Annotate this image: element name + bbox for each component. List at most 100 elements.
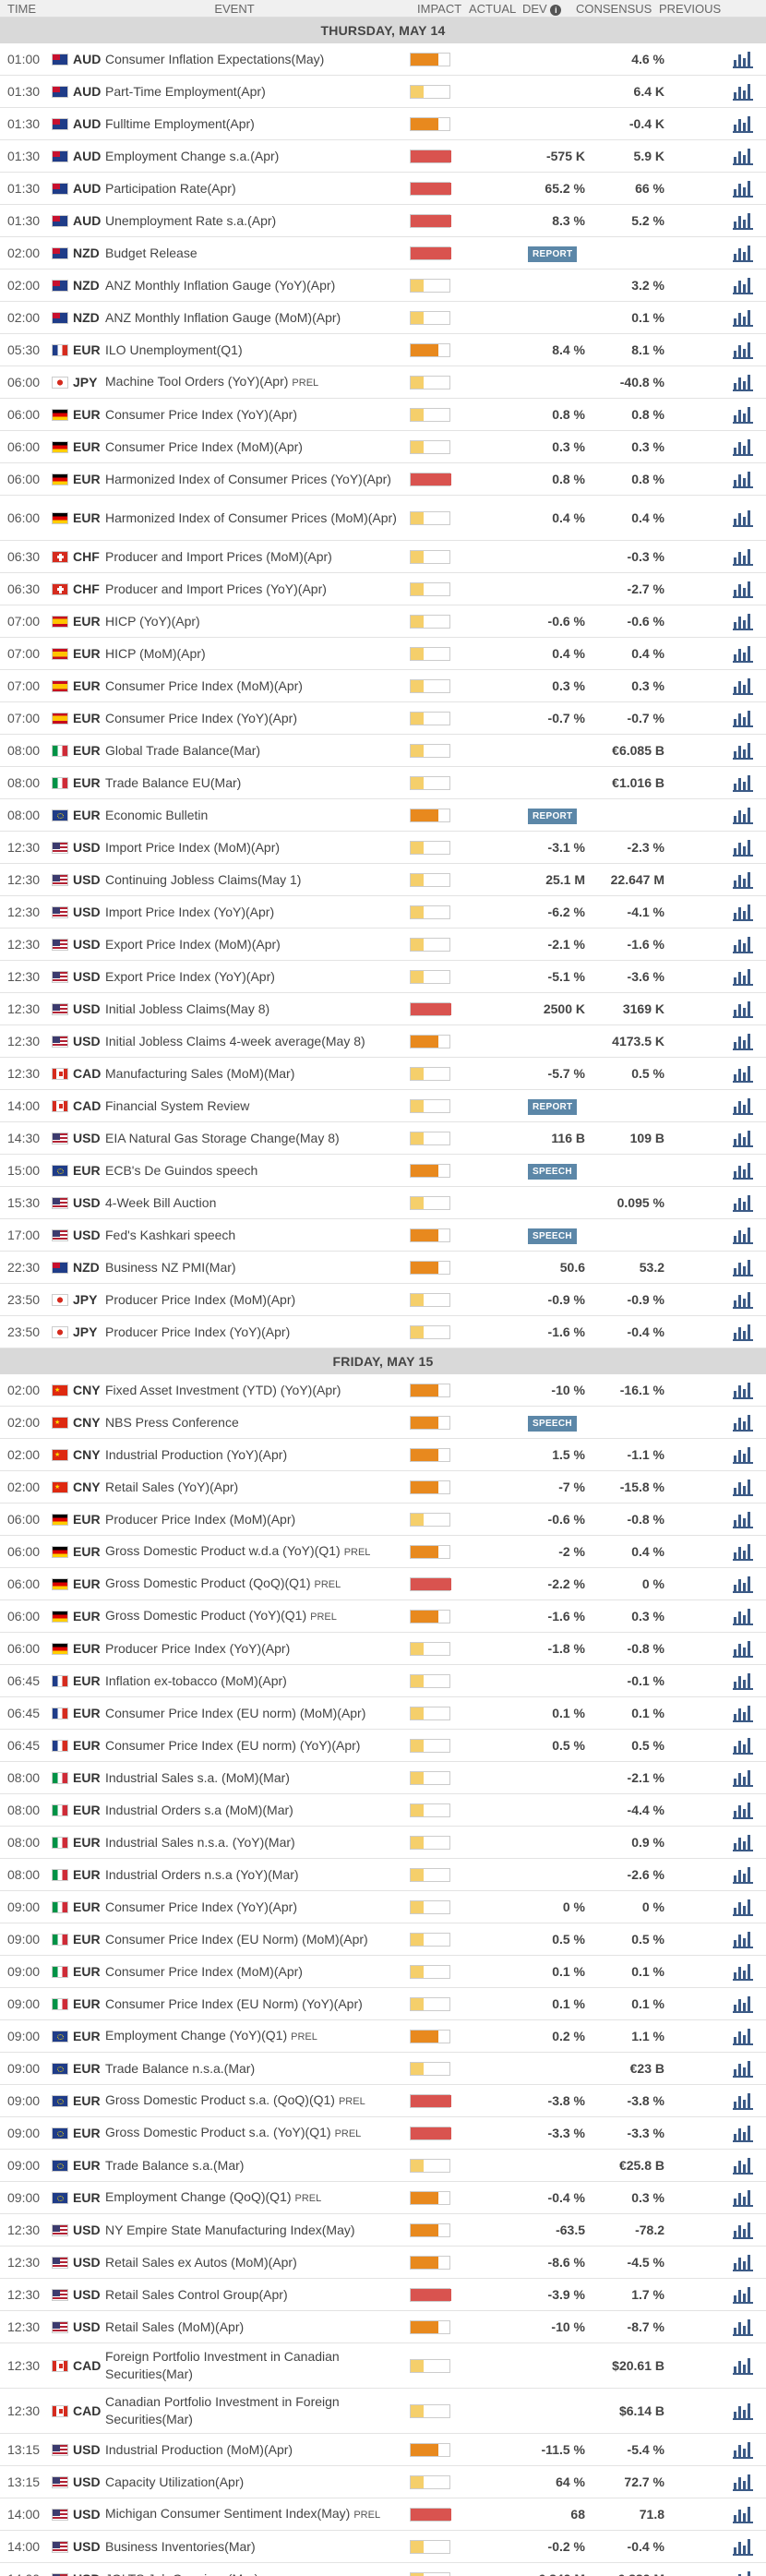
bar-chart-icon[interactable]: [733, 2473, 753, 2491]
chart-icon-cell[interactable]: [720, 2091, 766, 2110]
report-badge[interactable]: REPORT: [528, 246, 578, 262]
bar-chart-icon[interactable]: [733, 2402, 753, 2420]
event-name[interactable]: HICP (YoY)(Apr): [105, 613, 410, 630]
table-row[interactable]: 06:30 CHF Producer and Import Prices (MoM)…: [0, 541, 766, 573]
bar-chart-icon[interactable]: [733, 644, 753, 663]
event-name[interactable]: Budget Release: [105, 245, 410, 262]
event-name[interactable]: Canadian Portfolio Investment in Foreign…: [105, 2393, 410, 2428]
bar-chart-icon[interactable]: [733, 1962, 753, 1981]
chart-icon-cell[interactable]: [720, 1962, 766, 1981]
chart-icon-cell[interactable]: [720, 1671, 766, 1690]
table-row[interactable]: 06:00 JPY Machine Tool Orders (YoY)(Apr) PR…: [0, 366, 766, 399]
table-row[interactable]: 06:30 CHF Producer and Import Prices (YoY)…: [0, 573, 766, 605]
chart-icon-cell[interactable]: [720, 276, 766, 294]
chart-icon-cell[interactable]: [720, 470, 766, 488]
table-row[interactable]: 23:50 JPY Producer Price Index (MoM)(Apr) -…: [0, 1284, 766, 1316]
chart-icon-cell[interactable]: [720, 373, 766, 391]
chart-icon-cell[interactable]: [720, 1510, 766, 1528]
event-name[interactable]: Inflation ex-tobacco (MoM)(Apr): [105, 1672, 410, 1690]
chart-icon-cell[interactable]: [720, 2285, 766, 2304]
bar-chart-icon[interactable]: [733, 1898, 753, 1916]
event-name[interactable]: Consumer Price Index (MoM)(Apr): [105, 677, 410, 695]
table-row[interactable]: 06:00 EUR Producer Price Index (MoM)(Apr) -…: [0, 1504, 766, 1536]
table-row[interactable]: 14:00 USD Business Inventories(Mar) -0.2 % -…: [0, 2531, 766, 2563]
table-row[interactable]: 14:00 USD Michigan Consumer Sentiment Inde…: [0, 2498, 766, 2531]
speech-badge[interactable]: SPEECH: [528, 1415, 577, 1432]
table-row[interactable]: 09:00 EUR Consumer Price Index (YoY)(Apr) 0…: [0, 1891, 766, 1923]
bar-chart-icon[interactable]: [733, 1381, 753, 1399]
event-name[interactable]: Gross Domestic Product w.d.a (YoY)(Q1) PR…: [105, 1542, 410, 1562]
event-name[interactable]: NY Empire State Manufacturing Index(May): [105, 2222, 410, 2239]
table-row[interactable]: 01:30 AUD Employment Change s.a.(Apr) -575 …: [0, 140, 766, 173]
event-name[interactable]: Consumer Price Index (YoY)(Apr): [105, 1899, 410, 1916]
table-row[interactable]: 12:30 USD Initial Jobless Claims(May 8) 250…: [0, 993, 766, 1025]
bar-chart-icon[interactable]: [733, 341, 753, 359]
bar-chart-icon[interactable]: [733, 1445, 753, 1464]
chart-icon-cell[interactable]: [720, 2402, 766, 2420]
bar-chart-icon[interactable]: [733, 2253, 753, 2271]
bar-chart-icon[interactable]: [733, 709, 753, 727]
table-row[interactable]: 01:30 AUD Unemployment Rate s.a.(Apr) 8.3 %…: [0, 205, 766, 237]
event-name[interactable]: Unemployment Rate s.a.(Apr): [105, 212, 410, 230]
chart-icon-cell[interactable]: [720, 1000, 766, 1018]
chart-icon-cell[interactable]: [720, 2124, 766, 2142]
event-name[interactable]: Industrial Sales n.s.a. (YoY)(Mar): [105, 1834, 410, 1851]
event-name[interactable]: Trade Balance n.s.a.(Mar): [105, 2060, 410, 2078]
chart-icon-cell[interactable]: [720, 1607, 766, 1625]
chart-icon-cell[interactable]: [720, 1064, 766, 1083]
chart-icon-cell[interactable]: [720, 114, 766, 133]
event-name[interactable]: Consumer Price Index (EU Norm) (YoY)(Apr…: [105, 1995, 410, 2013]
bar-chart-icon[interactable]: [733, 2059, 753, 2078]
bar-chart-icon[interactable]: [733, 1510, 753, 1528]
table-row[interactable]: 06:00 EUR Gross Domestic Product (YoY)(Q1)…: [0, 1600, 766, 1633]
bar-chart-icon[interactable]: [733, 1000, 753, 1018]
event-name[interactable]: Foreign Portfolio Investment in Canadian…: [105, 2348, 410, 2383]
event-name[interactable]: Consumer Price Index (EU norm) (YoY)(Apr…: [105, 1737, 410, 1755]
event-name[interactable]: Industrial Sales s.a. (MoM)(Mar): [105, 1769, 410, 1787]
bar-chart-icon[interactable]: [733, 677, 753, 695]
bar-chart-icon[interactable]: [733, 114, 753, 133]
table-row[interactable]: 22:30 NZD Business NZ PMI(Mar) 50.6 53.2: [0, 1252, 766, 1284]
bar-chart-icon[interactable]: [733, 741, 753, 760]
chart-icon-cell[interactable]: [720, 308, 766, 327]
bar-chart-icon[interactable]: [733, 2318, 753, 2336]
event-name[interactable]: Industrial Orders n.s.a (YoY)(Mar): [105, 1866, 410, 1884]
table-row[interactable]: 09:00 EUR Employment Change (YoY)(Q1) PREL 0…: [0, 2020, 766, 2053]
table-row[interactable]: 12:30 CAD Manufacturing Sales (MoM)(Mar) -5…: [0, 1058, 766, 1090]
event-name[interactable]: Gross Domestic Product (QoQ)(Q1) PREL: [105, 1575, 410, 1594]
table-row[interactable]: 12:30 USD Import Price Index (YoY)(Apr) -6.…: [0, 896, 766, 929]
event-name[interactable]: Consumer Price Index (MoM)(Apr): [105, 438, 410, 456]
chart-icon-cell[interactable]: [720, 1865, 766, 1884]
table-row[interactable]: 12:30 USD Continuing Jobless Claims(May 1)…: [0, 864, 766, 896]
table-row[interactable]: 09:00 EUR Trade Balance s.a.(Mar) €25.8 B: [0, 2150, 766, 2182]
chart-icon-cell[interactable]: [720, 2318, 766, 2336]
table-row[interactable]: 09:00 EUR Gross Domestic Product s.a. (YoY…: [0, 2117, 766, 2150]
chart-icon-cell[interactable]: [720, 1801, 766, 1819]
event-name[interactable]: Producer and Import Prices (YoY)(Apr): [105, 581, 410, 598]
event-name[interactable]: ILO Unemployment(Q1): [105, 341, 410, 359]
bar-chart-icon[interactable]: [733, 2188, 753, 2207]
chart-icon-cell[interactable]: [720, 806, 766, 824]
bar-chart-icon[interactable]: [733, 773, 753, 792]
chart-icon-cell[interactable]: [720, 547, 766, 566]
chart-icon-cell[interactable]: [720, 967, 766, 986]
table-row[interactable]: 12:30 USD Retail Sales (MoM)(Apr) -10 % -8.7…: [0, 2311, 766, 2343]
chart-icon-cell[interactable]: [720, 2505, 766, 2523]
chart-icon-cell[interactable]: [720, 1898, 766, 1916]
table-row[interactable]: 08:00 EUR Economic Bulletin REPORT: [0, 799, 766, 832]
event-name[interactable]: Consumer Price Index (YoY)(Apr): [105, 406, 410, 424]
event-name[interactable]: Producer Price Index (MoM)(Apr): [105, 1291, 410, 1309]
chart-icon-cell[interactable]: [720, 2570, 766, 2576]
event-name[interactable]: Participation Rate(Apr): [105, 180, 410, 198]
bar-chart-icon[interactable]: [733, 1129, 753, 1147]
table-row[interactable]: 12:30 USD Retail Sales Control Group(Apr) -…: [0, 2279, 766, 2311]
chart-icon-cell[interactable]: [720, 2253, 766, 2271]
chart-icon-cell[interactable]: [720, 580, 766, 598]
bar-chart-icon[interactable]: [733, 1995, 753, 2013]
table-row[interactable]: 06:00 EUR Gross Domestic Product (QoQ)(Q1)…: [0, 1568, 766, 1600]
bar-chart-icon[interactable]: [733, 580, 753, 598]
table-row[interactable]: 06:00 EUR Harmonized Index of Consumer Pri…: [0, 463, 766, 496]
table-row[interactable]: 12:30 CAD Foreign Portfolio Investment in …: [0, 2343, 766, 2389]
table-row[interactable]: 07:00 EUR Consumer Price Index (MoM)(Apr) 0…: [0, 670, 766, 702]
table-row[interactable]: 09:00 EUR Consumer Price Index (EU Norm) (…: [0, 1923, 766, 1956]
